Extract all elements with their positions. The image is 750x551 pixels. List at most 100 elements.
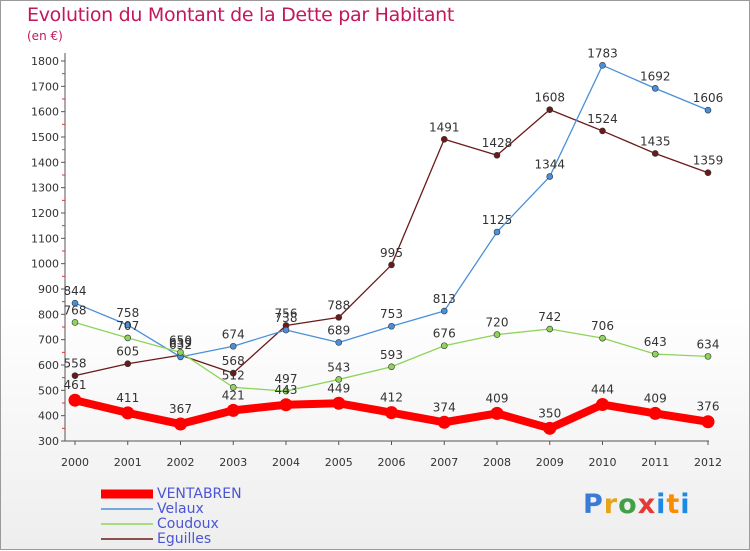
data-label-coudoux: 643 (644, 335, 667, 349)
logo-letter: r (603, 489, 619, 520)
data-point-ventabren (596, 398, 609, 412)
data-label-coudoux: 720 (486, 316, 509, 330)
data-label-eguilles: 788 (327, 298, 350, 312)
y-tick-label: 400 (38, 410, 59, 423)
y-tick-label: 1300 (31, 182, 59, 195)
data-label-velaux: 753 (380, 307, 403, 321)
logo-letter: P (583, 489, 604, 520)
x-tick-label: 2002 (167, 456, 195, 469)
legend-item-ventabren: VENTABREN (101, 486, 242, 501)
data-label-coudoux: 543 (327, 360, 350, 374)
data-point-ventabren (279, 398, 293, 412)
data-label-eguilles: 1491 (429, 120, 460, 134)
data-label-velaux: 1606 (693, 91, 724, 105)
x-tick-label: 2001 (114, 456, 142, 469)
data-label-ventabren: 350 (538, 406, 561, 420)
logo-letter: i (680, 489, 691, 520)
x-tick-label: 2007 (430, 456, 458, 469)
legend-item-eguilles: Eguilles (101, 531, 242, 546)
data-label-eguilles: 605 (116, 345, 139, 359)
data-label-ventabren: 449 (327, 381, 350, 395)
data-label-coudoux: 593 (380, 348, 403, 362)
data-point-ventabren (543, 421, 557, 435)
data-label-coudoux: 707 (116, 319, 139, 333)
logo-letter: o (618, 489, 638, 520)
data-point-velaux (71, 299, 79, 307)
data-point-velaux (124, 321, 132, 329)
x-tick-label: 2006 (378, 456, 406, 469)
data-point-eguilles (651, 150, 659, 157)
data-label-velaux: 738 (275, 311, 298, 325)
data-label-velaux: 674 (222, 327, 245, 341)
legend-swatch-eguilles (101, 537, 153, 540)
data-point-velaux (282, 326, 290, 334)
y-tick-label: 900 (38, 283, 59, 296)
data-point-eguilles (388, 261, 395, 269)
x-tick-label: 2004 (272, 456, 300, 469)
data-point-coudoux (440, 342, 448, 350)
y-tick-label: 1700 (31, 80, 59, 93)
data-label-eguilles: 1524 (587, 112, 618, 126)
data-point-velaux (651, 85, 659, 92)
data-point-ventabren (385, 406, 398, 420)
data-label-ventabren: 421 (222, 388, 245, 402)
data-point-coudoux (335, 376, 343, 383)
x-tick-label: 2009 (536, 456, 564, 469)
legend-label-coudoux: Coudoux (157, 515, 219, 532)
data-label-ventabren: 412 (380, 391, 403, 405)
data-label-velaux: 813 (433, 292, 456, 306)
data-point-velaux (704, 106, 712, 114)
legend-swatch-ventabren (101, 489, 153, 498)
data-point-eguilles (493, 151, 501, 159)
logo-letter: i (656, 489, 667, 520)
legend-label-eguilles: Eguilles (157, 530, 212, 547)
legend-item-coudoux: Coudoux (101, 516, 242, 531)
data-point-ventabren (648, 406, 662, 420)
data-label-velaux: 1692 (640, 69, 671, 83)
data-point-velaux (546, 173, 554, 180)
data-label-ventabren: 376 (697, 400, 720, 414)
x-tick-label: 2000 (61, 456, 89, 469)
data-point-coudoux (229, 383, 237, 391)
data-label-ventabren: 444 (591, 383, 614, 397)
y-tick-label: 600 (38, 359, 59, 372)
data-point-coudoux (651, 350, 659, 358)
data-point-eguilles (599, 127, 606, 135)
data-point-velaux (440, 307, 448, 315)
y-tick-label: 800 (38, 308, 59, 321)
data-label-ventabren: 409 (486, 391, 509, 405)
data-label-coudoux: 497 (275, 372, 298, 386)
x-tick-label: 2012 (694, 456, 722, 469)
data-label-coudoux: 634 (697, 337, 720, 351)
proxiti-logo: Proxiti (583, 489, 691, 520)
data-label-ventabren: 443 (275, 383, 298, 397)
data-label-eguilles: 1428 (482, 136, 513, 150)
data-point-velaux (229, 342, 237, 350)
data-point-velaux (388, 322, 395, 330)
chart-legend: VENTABREN Velaux Coudoux Eguilles (101, 486, 242, 546)
data-label-coudoux: 742 (538, 310, 561, 324)
y-tick-label: 1500 (31, 131, 59, 144)
data-label-velaux: 1783 (587, 46, 618, 60)
data-label-velaux: 844 (64, 284, 87, 298)
data-label-eguilles: 1359 (693, 154, 724, 168)
y-tick-label: 300 (38, 435, 59, 448)
y-tick-label: 1000 (31, 258, 59, 271)
data-point-coudoux (704, 353, 712, 360)
data-point-coudoux (71, 319, 79, 326)
x-tick-label: 2003 (219, 456, 247, 469)
data-point-eguilles (71, 372, 79, 379)
legend-label-ventabren: VENTABREN (157, 485, 242, 502)
data-label-coudoux: 768 (64, 303, 87, 317)
data-point-velaux (335, 339, 343, 346)
data-point-ventabren (437, 415, 451, 429)
data-label-eguilles: 558 (64, 357, 87, 371)
data-label-coudoux: 650 (169, 333, 192, 347)
chart-title: Evolution du Montant de la Dette par Hab… (27, 4, 455, 26)
data-point-ventabren (68, 393, 82, 407)
data-point-eguilles (704, 169, 712, 177)
data-point-eguilles (229, 369, 237, 377)
data-label-eguilles: 639 (169, 336, 192, 350)
data-label-eguilles: 756 (275, 306, 298, 320)
